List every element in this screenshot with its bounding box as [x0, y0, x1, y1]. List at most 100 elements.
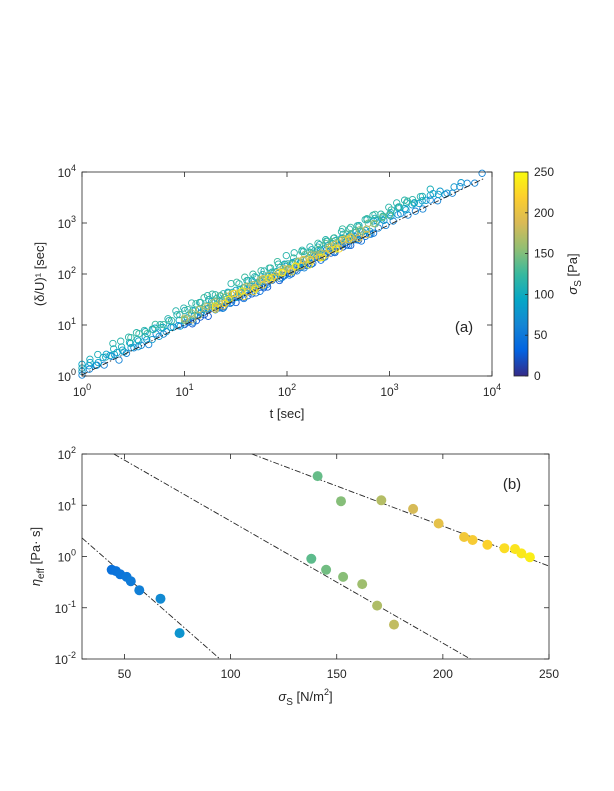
data-point — [257, 267, 265, 275]
data-point — [353, 222, 361, 230]
data-point — [416, 192, 425, 201]
data-point — [251, 285, 260, 293]
data-point — [382, 221, 390, 230]
data-point — [371, 210, 379, 219]
data-point — [273, 257, 282, 266]
data-point — [118, 346, 127, 354]
data-point — [301, 250, 309, 259]
colorbar-frame — [513, 171, 529, 377]
data-point — [346, 223, 355, 232]
data-point — [143, 329, 151, 338]
x-tick-label: 101 — [175, 382, 193, 399]
data-point — [471, 179, 479, 187]
data-point — [419, 205, 427, 213]
data-point — [321, 564, 332, 575]
x-tick-label: 104 — [483, 382, 501, 399]
data-point — [200, 294, 208, 302]
colorbar-tick-label: 150 — [534, 247, 554, 261]
data-point — [478, 169, 486, 177]
y-tick-label: 10-1 — [55, 599, 76, 616]
data-point — [135, 337, 143, 345]
x-tick-label: 100 — [73, 382, 91, 399]
data-point — [148, 335, 156, 344]
data-point — [369, 219, 378, 228]
data-point — [180, 314, 189, 322]
colorbar-ramp — [514, 172, 528, 376]
data-point — [434, 190, 443, 199]
data-point — [340, 237, 348, 245]
data-point — [385, 211, 394, 219]
data-point — [86, 358, 94, 367]
data-point — [361, 226, 370, 235]
colorbar-tick-label: 100 — [534, 287, 554, 301]
data-point — [106, 351, 114, 360]
data-point — [292, 262, 300, 270]
data-point — [306, 255, 315, 264]
data-point — [363, 215, 371, 223]
y-tick-label: 104 — [58, 163, 76, 180]
data-point — [418, 197, 426, 205]
data-point — [408, 503, 419, 514]
data-point — [433, 518, 444, 529]
data-point — [331, 240, 339, 248]
data-point — [394, 211, 402, 219]
panel-label-b: (b) — [503, 476, 521, 493]
data-point — [389, 619, 399, 630]
y-tick-label: 101 — [58, 316, 76, 333]
data-point — [117, 337, 125, 345]
data-point — [395, 203, 404, 211]
data-point — [282, 251, 290, 260]
fit-line — [81, 537, 221, 660]
data-point — [306, 243, 314, 251]
data-point — [203, 302, 211, 311]
data-point — [227, 279, 235, 288]
data-point — [318, 253, 327, 261]
data-point — [176, 322, 184, 330]
data-point — [102, 350, 110, 358]
data-point — [336, 496, 346, 507]
data-point — [345, 241, 353, 250]
data-point — [275, 268, 283, 276]
data-point — [94, 358, 102, 367]
data-point — [156, 321, 164, 329]
data-point — [332, 245, 340, 253]
data-point — [402, 206, 410, 214]
x-tick-label: 100 — [221, 667, 241, 681]
y-tick-label: 102 — [58, 445, 76, 462]
data-point — [134, 585, 145, 596]
data-point — [287, 268, 296, 276]
data-point — [339, 235, 347, 244]
y-tick-label: 100 — [58, 548, 76, 565]
colorbar-label: σS [Pa] — [565, 253, 584, 294]
data-point — [235, 280, 243, 288]
data-point — [180, 304, 188, 312]
data-point — [159, 320, 168, 329]
data-point — [192, 300, 200, 308]
data-point — [516, 548, 527, 559]
data-point — [109, 339, 117, 348]
data-point — [459, 532, 470, 542]
data-point — [145, 340, 153, 349]
colorbar-tick-label: 0 — [534, 369, 541, 383]
data-point — [127, 333, 135, 342]
data-point — [297, 262, 305, 270]
data-point — [174, 628, 185, 639]
data-point — [167, 317, 176, 325]
data-point — [312, 471, 323, 482]
panel-a-plot: 100 101 102 103 104 100 101 102 103 104 t [sec] (δ/… — [32, 163, 501, 421]
fit-line — [113, 453, 471, 660]
data-point — [457, 179, 465, 187]
colorbar: 0 50 100 150 200 250 σS [Pa] — [513, 165, 584, 383]
data-point — [387, 206, 395, 214]
data-point — [169, 323, 177, 331]
data-point — [117, 343, 126, 351]
data-point — [225, 295, 233, 304]
data-point — [125, 576, 136, 587]
data-point — [188, 299, 196, 307]
data-point — [211, 298, 219, 306]
data-point — [499, 543, 510, 554]
data-point — [86, 355, 94, 363]
data-point — [314, 239, 322, 247]
data-point — [404, 211, 412, 219]
